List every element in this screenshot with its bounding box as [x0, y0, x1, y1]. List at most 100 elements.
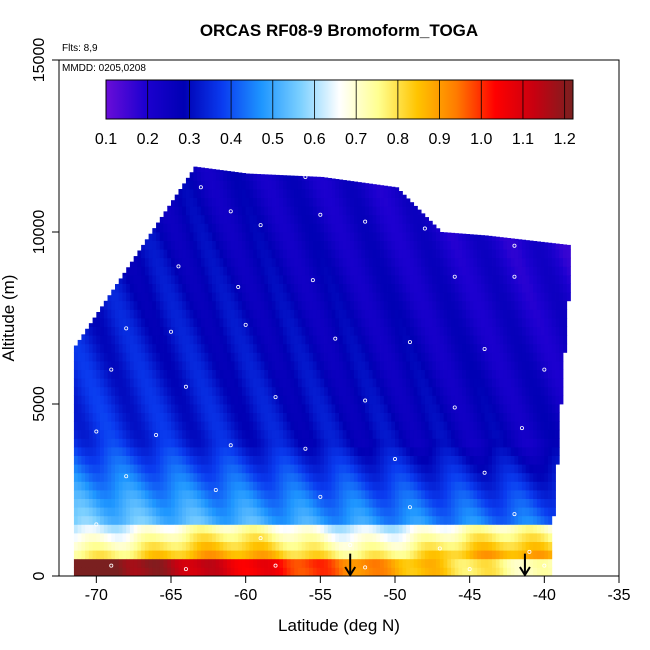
- heatmap-cell: [436, 567, 441, 577]
- heatmap-cell: [126, 455, 131, 465]
- heatmap-cell: [357, 249, 362, 259]
- heatmap-cell: [227, 490, 232, 499]
- heatmap-cell: [406, 541, 411, 551]
- heatmap-cell: [77, 524, 82, 534]
- heatmap-cell: [443, 490, 448, 499]
- heatmap-cell: [193, 541, 198, 551]
- heatmap-cell: [152, 404, 157, 413]
- heatmap-cell: [204, 232, 209, 241]
- heatmap-cell: [208, 550, 213, 560]
- heatmap-cell: [219, 170, 224, 173]
- heatmap-cell: [443, 300, 448, 310]
- heatmap-cell: [361, 249, 366, 259]
- heatmap-cell: [383, 464, 388, 474]
- heatmap-cell: [339, 412, 344, 422]
- heatmap-cell: [346, 326, 351, 336]
- heatmap-cell: [353, 309, 359, 319]
- heatmap-cell: [421, 386, 426, 396]
- heatmap-cell: [219, 558, 224, 568]
- heatmap-cell: [484, 275, 489, 284]
- heatmap-cell: [115, 386, 120, 396]
- heatmap-cell: [253, 275, 258, 284]
- heatmap-cell: [492, 472, 497, 482]
- heatmap-cell: [294, 541, 299, 551]
- heatmap-cell: [312, 206, 317, 216]
- heatmap-cell: [458, 524, 463, 534]
- heatmap-cell: [477, 257, 482, 267]
- heatmap-cell: [301, 481, 306, 491]
- heatmap-cell: [133, 481, 138, 491]
- heatmap-cell: [234, 481, 239, 491]
- heatmap-cell: [148, 455, 153, 465]
- heatmap-cell: [215, 232, 220, 241]
- heatmap-cell: [249, 455, 254, 465]
- heatmap-cell: [294, 386, 299, 396]
- heatmap-cell: [103, 455, 108, 465]
- heatmap-cell: [316, 447, 321, 456]
- heatmap-cell: [137, 257, 142, 267]
- heatmap-cell: [331, 300, 336, 310]
- heatmap-cell: [413, 550, 418, 560]
- heatmap-cell: [264, 515, 269, 525]
- heatmap-cell: [212, 180, 217, 190]
- heatmap-cell: [163, 232, 168, 241]
- heatmap-cell: [212, 283, 217, 293]
- heatmap-cell: [312, 361, 317, 370]
- heatmap-cell: [368, 309, 373, 319]
- heatmap-cell: [372, 249, 377, 259]
- heatmap-cell: [264, 275, 269, 284]
- heatmap-cell: [279, 515, 284, 525]
- heatmap-cell: [372, 206, 377, 216]
- heatmap-cell: [484, 292, 489, 302]
- heatmap-cell: [137, 300, 142, 310]
- heatmap-cell: [406, 223, 411, 233]
- heatmap-cell: [439, 361, 444, 370]
- heatmap-cell: [96, 326, 101, 336]
- heatmap-cell: [275, 472, 280, 482]
- heatmap-cell: [327, 335, 332, 345]
- heatmap-cell: [230, 421, 235, 431]
- heatmap-cell: [380, 490, 385, 499]
- heatmap-cell: [406, 464, 411, 474]
- heatmap-cell: [227, 498, 232, 508]
- heatmap-cell: [193, 378, 198, 388]
- heatmap-cell: [268, 438, 273, 448]
- heatmap-cell: [241, 189, 247, 198]
- heatmap-cell: [391, 326, 396, 336]
- heatmap-cell: [230, 352, 235, 362]
- heatmap-cell: [156, 550, 161, 560]
- heatmap-cell: [413, 395, 418, 405]
- heatmap-cell: [350, 524, 355, 534]
- heatmap-cell: [85, 343, 90, 353]
- heatmap-cell: [424, 464, 429, 474]
- heatmap-cell: [499, 343, 504, 353]
- heatmap-cell: [264, 292, 269, 302]
- heatmap-cell: [507, 550, 512, 560]
- heatmap-cell: [212, 309, 217, 319]
- heatmap-cell: [406, 378, 411, 388]
- heatmap-cell: [264, 309, 269, 319]
- heatmap-cell: [331, 266, 336, 276]
- heatmap-cell: [436, 309, 441, 319]
- heatmap-cell: [171, 429, 176, 439]
- heatmap-cell: [230, 429, 235, 439]
- heatmap-cell: [421, 335, 426, 345]
- heatmap-cell: [227, 369, 232, 379]
- heatmap-cell: [458, 343, 463, 353]
- heatmap-cell: [365, 481, 370, 491]
- heatmap-cell: [454, 283, 459, 293]
- heatmap-cell: [137, 378, 142, 388]
- heatmap-cell: [174, 283, 179, 293]
- heatmap-cell: [301, 335, 306, 345]
- heatmap-cell: [167, 378, 172, 388]
- heatmap-cell: [495, 309, 500, 319]
- heatmap-cell: [301, 404, 306, 413]
- heatmap-cell: [189, 249, 194, 259]
- heatmap-cell: [268, 550, 273, 560]
- heatmap-cell: [312, 481, 317, 491]
- heatmap-cell: [447, 326, 452, 336]
- heatmap-cell: [185, 378, 191, 388]
- heatmap-cell: [432, 558, 437, 568]
- heatmap-cell: [178, 343, 183, 353]
- heatmap-cell: [241, 567, 247, 577]
